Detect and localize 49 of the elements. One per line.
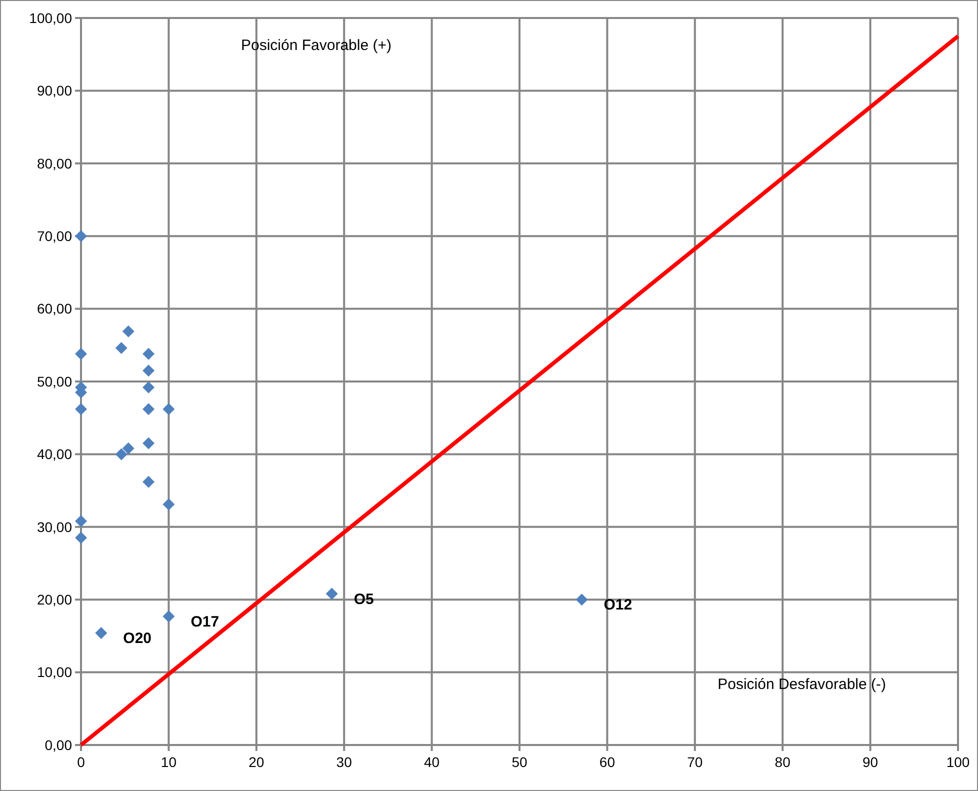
point <box>95 627 108 640</box>
annotation: O5 <box>354 590 374 608</box>
y-tick-label: 70,00 <box>36 228 72 244</box>
point <box>115 342 128 354</box>
point <box>326 588 338 600</box>
y-tick-label: 50,00 <box>36 373 72 390</box>
point <box>576 594 588 606</box>
y-tick-label: 60,00 <box>36 300 72 317</box>
x-tick-label: 0 <box>77 754 86 770</box>
annotation: O20 <box>123 630 152 648</box>
point <box>75 230 87 242</box>
point <box>142 437 155 450</box>
y-tick-label: 80,00 <box>36 155 72 172</box>
point <box>122 325 134 338</box>
point <box>162 403 175 416</box>
x-tick-label: 70 <box>687 754 703 770</box>
point <box>75 403 87 416</box>
x-tick-label: 40 <box>424 754 440 770</box>
point <box>142 476 155 488</box>
x-tick-label: 50 <box>512 754 528 770</box>
y-tick-label: 90,00 <box>36 82 72 99</box>
y-tick-label: 10,00 <box>36 664 72 680</box>
x-tick-label: 60 <box>599 754 616 770</box>
point <box>75 515 87 528</box>
point <box>122 442 134 454</box>
point <box>162 610 175 622</box>
annotation: O17 <box>190 613 220 630</box>
annotation: O12 <box>604 596 632 614</box>
point <box>142 403 155 416</box>
point <box>75 532 87 544</box>
x-tick-label: 20 <box>248 754 264 770</box>
x-tick-label: 30 <box>336 754 352 770</box>
y-tick-label: 30,00 <box>36 518 72 535</box>
point <box>142 364 155 377</box>
annotation: Posición Favorable (+) <box>241 37 392 54</box>
x-tick-label: 90 <box>862 754 878 770</box>
annotation: Posición Desfavorable (-) <box>718 676 886 693</box>
x-tick-label: 80 <box>774 754 791 770</box>
y-tick-label: 0,00 <box>44 736 72 753</box>
point <box>142 381 155 394</box>
point <box>162 498 175 510</box>
x-tick-label: 10 <box>160 754 177 770</box>
y-tick-label: 100,00 <box>29 10 72 26</box>
y-tick-label: 40,00 <box>36 446 72 462</box>
point <box>142 348 155 360</box>
point <box>75 348 87 360</box>
point <box>115 448 128 460</box>
x-tick-label: 100 <box>946 754 970 770</box>
y-tick-label: 20,00 <box>36 592 72 608</box>
